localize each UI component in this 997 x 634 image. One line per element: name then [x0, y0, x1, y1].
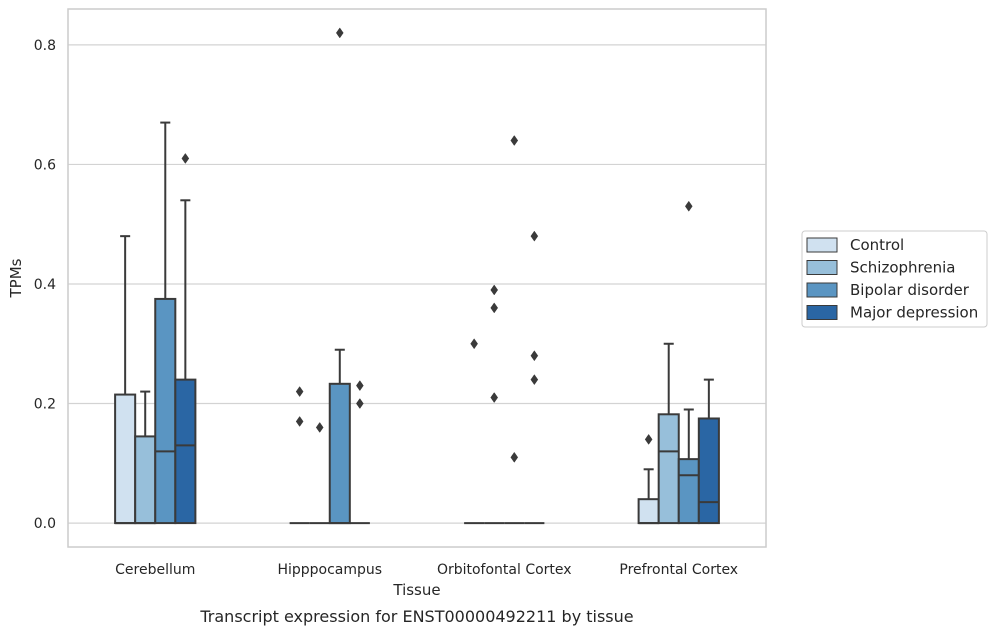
outlier-point [510, 451, 519, 463]
box-body [134, 435, 157, 525]
y-tick-label: 0.4 [34, 277, 56, 293]
legend-frame [801, 230, 988, 328]
legend: Control Schizophrenia Bipolar disorder Majo… [801, 230, 988, 328]
box-major-depression [697, 378, 720, 525]
outlier-point [470, 338, 478, 350]
y-tick-label: 0.0 [34, 516, 56, 532]
y-tick-labels: 0.0 0.2 0.4 0.6 0.8 [34, 38, 56, 532]
box-control [289, 386, 310, 525]
box-marks [114, 27, 720, 525]
y-axis-title: TPMs [7, 258, 25, 298]
box-bipolar-disorder [504, 135, 525, 525]
legend-swatch [806, 282, 838, 298]
chart-caption: Transcript expression for ENST0000049221… [199, 607, 633, 626]
x-tick-label: Hipppocampus [277, 562, 382, 578]
legend-label: Control [850, 236, 904, 254]
outlier-point [181, 153, 190, 164]
x-tick-label: Cerebellum [115, 562, 195, 578]
outlier-point [295, 386, 304, 398]
legend-label: Schizophrenia [850, 259, 955, 277]
box-schizophrenia [309, 422, 330, 525]
box-body [328, 382, 351, 525]
x-tick-label: Orbitofontal Cortex [437, 562, 572, 578]
box-body [154, 297, 177, 525]
outlier-point [490, 392, 499, 403]
box-schizophrenia [657, 342, 680, 525]
legend-swatch [806, 237, 838, 253]
box-bipolar-disorder [328, 27, 351, 525]
outlier-point [530, 374, 539, 386]
box-bipolar-disorder [677, 200, 700, 525]
x-tick-labels: Cerebellum Hipppocampus Orbitofontal Corte… [115, 562, 738, 578]
box-body [114, 393, 137, 525]
outlier-point [356, 380, 364, 392]
box-control [464, 338, 485, 525]
outlier-point [644, 433, 653, 445]
outlier-point [356, 398, 364, 409]
outlier-point [335, 27, 344, 39]
outlier-point [684, 200, 693, 212]
x-axis-title: Tissue [392, 581, 440, 599]
outlier-point [295, 416, 304, 427]
box-major-depression [349, 380, 370, 525]
y-tick-label: 0.2 [34, 397, 56, 413]
plot-frame [67, 8, 767, 548]
box-major-depression [174, 153, 197, 525]
outlier-point [490, 302, 499, 314]
box-control [637, 433, 660, 525]
box-body [677, 458, 700, 525]
box-body [697, 417, 720, 525]
legend-swatch [806, 305, 838, 320]
outlier-point [315, 422, 324, 433]
outlier-point [530, 230, 539, 242]
box-body [657, 413, 680, 525]
outlier-point [530, 350, 539, 362]
y-tick-label: 0.8 [34, 38, 56, 54]
box-schizophrenia [484, 284, 505, 525]
box-body [637, 498, 660, 525]
y-tick-label: 0.6 [34, 157, 56, 173]
outlier-point [510, 135, 519, 146]
legend-swatch [806, 260, 838, 275]
outlier-point [490, 284, 499, 296]
box-body [174, 378, 197, 525]
x-tick-label: Prefrontal Cortex [619, 562, 738, 578]
legend-label: Major depression [850, 304, 978, 322]
box-major-depression [524, 230, 545, 525]
legend-label: Bipolar disorder [850, 281, 970, 299]
